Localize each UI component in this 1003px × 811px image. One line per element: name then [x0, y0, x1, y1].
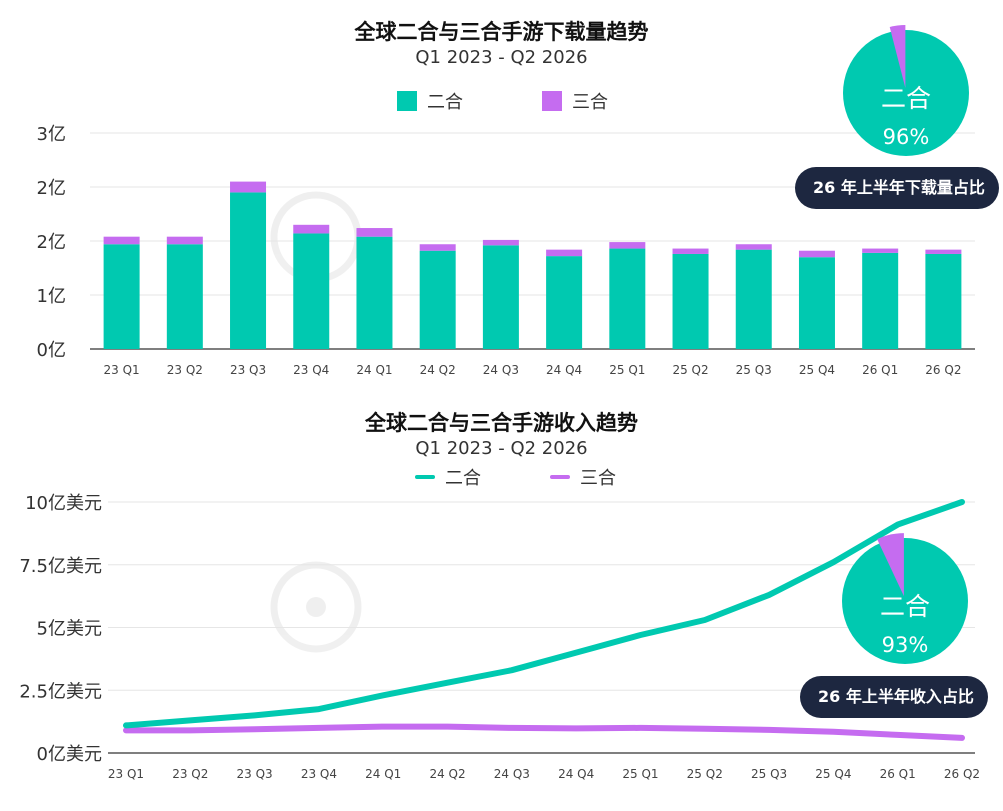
- bar-three: [672, 248, 709, 254]
- bar-three: [166, 236, 203, 245]
- bar-three: [546, 249, 583, 257]
- bar-three: [230, 181, 267, 193]
- bar-two: [230, 192, 267, 349]
- bar-three: [419, 244, 456, 251]
- series-line-three: [123, 723, 965, 741]
- x-tick-label: 23 Q3: [237, 767, 273, 781]
- bar-three: [293, 224, 330, 234]
- bar-two: [925, 253, 962, 349]
- revenue-share-pie: 二合 93%: [842, 533, 968, 664]
- y-tick-label: 7.5亿美元: [19, 556, 102, 577]
- x-tick-label: 25 Q1: [622, 767, 658, 781]
- pie-slice-three: [877, 533, 904, 597]
- bar-two: [546, 256, 583, 349]
- y-tick-label: 1亿: [37, 286, 66, 307]
- y-tick-label: 2.5亿美元: [19, 681, 102, 702]
- bar-two: [862, 252, 899, 349]
- bar-two: [482, 245, 519, 349]
- bar-two: [293, 233, 330, 349]
- legend-swatch-two: [397, 91, 417, 111]
- x-tick-label: 23 Q1: [104, 363, 140, 377]
- bar-three: [862, 248, 899, 253]
- pie-label: 二合: [881, 84, 931, 113]
- revenue-legend-two: 二合: [415, 464, 481, 490]
- downloads-legend-two: 二合: [397, 88, 463, 114]
- legend-label-two: 二合: [445, 468, 481, 489]
- legend-line-three: [550, 475, 570, 479]
- revenue-share-caption: 26 年上半年收入占比: [800, 676, 988, 718]
- x-tick-label: 24 Q1: [365, 767, 401, 781]
- x-tick-label: 23 Q3: [230, 363, 266, 377]
- x-tick-label: 25 Q3: [751, 767, 787, 781]
- bar-two: [798, 257, 835, 349]
- bar-two: [166, 244, 203, 349]
- bar-two: [356, 236, 393, 349]
- x-tick-label: 23 Q2: [167, 363, 203, 377]
- bar-three: [356, 228, 393, 237]
- x-tick-label: 24 Q2: [420, 363, 456, 377]
- x-tick-label: 24 Q3: [483, 363, 519, 377]
- downloads-plot: 0亿 1亿 2亿 2亿 3亿 23 Q1 23 Q2 23 Q3 23 Q4 24 Q1 24 Q2…: [37, 124, 975, 377]
- x-tick-label: 24 Q2: [429, 767, 465, 781]
- series-line-two: [123, 499, 965, 729]
- legend-label-three: 三合: [572, 92, 608, 113]
- x-tick-label: 25 Q3: [736, 363, 772, 377]
- pie-percent: 93%: [882, 633, 929, 657]
- bar-two: [609, 248, 646, 349]
- downloads-chart-subtitle: Q1 2023 - Q2 2026: [415, 47, 588, 68]
- x-tick-label: 26 Q2: [925, 363, 961, 377]
- downloads-chart-title: 全球二合与三合手游下载量趋势: [354, 20, 649, 44]
- bar-two: [735, 249, 772, 349]
- legend-line-two: [415, 475, 435, 479]
- downloads-share-pie: 二合 96%: [843, 25, 969, 156]
- x-tick-label: 23 Q4: [293, 363, 329, 377]
- revenue-plot: 0亿美元 2.5亿美元 5亿美元 7.5亿美元 10亿美元 23 Q1 23 Q2 23 Q3…: [19, 493, 980, 781]
- pie-label: 二合: [880, 592, 930, 621]
- downloads-share-caption: 26 年上半年下载量占比: [795, 167, 999, 209]
- bar-three: [925, 249, 962, 254]
- x-tick-label: 25 Q4: [799, 363, 835, 377]
- pie-percent: 96%: [883, 125, 930, 149]
- legend-swatch-three: [542, 91, 562, 111]
- y-tick-label: 5亿美元: [37, 619, 102, 640]
- bar-three: [482, 239, 519, 246]
- x-tick-label: 26 Q1: [880, 767, 916, 781]
- pie-slice-three: [889, 25, 906, 89]
- x-tick-label: 24 Q3: [494, 767, 530, 781]
- x-tick-label: 25 Q2: [687, 767, 723, 781]
- y-tick-label: 0亿美元: [37, 744, 102, 765]
- bar-three: [103, 236, 140, 245]
- bar-two: [103, 244, 140, 349]
- revenue-legend-three: 三合: [550, 464, 616, 490]
- x-tick-label: 23 Q2: [172, 767, 208, 781]
- x-tick-label: 25 Q2: [672, 363, 708, 377]
- bar-three: [609, 242, 646, 249]
- bar-three: [735, 244, 772, 250]
- bar-three: [798, 250, 835, 258]
- revenue-chart-subtitle: Q1 2023 - Q2 2026: [415, 438, 588, 459]
- x-tick-label: 24 Q4: [558, 767, 594, 781]
- x-tick-label: 24 Q1: [356, 363, 392, 377]
- x-tick-label: 23 Q4: [301, 767, 337, 781]
- y-tick-label: 10亿美元: [25, 493, 102, 514]
- revenue-chart-title: 全球二合与三合手游收入趋势: [365, 411, 638, 435]
- bar-two: [672, 253, 709, 349]
- x-tick-label: 23 Q1: [108, 767, 144, 781]
- downloads-legend-three: 三合: [542, 88, 608, 114]
- pie-slice-two: [842, 538, 968, 664]
- x-tick-label: 26 Q2: [944, 767, 980, 781]
- legend-label-two: 二合: [427, 92, 463, 113]
- pie-slice-two: [843, 30, 969, 156]
- x-tick-label: 24 Q4: [546, 363, 582, 377]
- x-tick-label: 25 Q4: [815, 767, 851, 781]
- y-tick-label: 2亿: [37, 178, 66, 199]
- y-tick-label: 2亿: [37, 232, 66, 253]
- y-tick-label: 0亿: [37, 340, 66, 361]
- bar-two: [419, 250, 456, 349]
- legend-label-three: 三合: [580, 468, 616, 489]
- x-tick-label: 26 Q1: [862, 363, 898, 377]
- x-tick-label: 25 Q1: [609, 363, 645, 377]
- y-tick-label: 3亿: [37, 124, 66, 145]
